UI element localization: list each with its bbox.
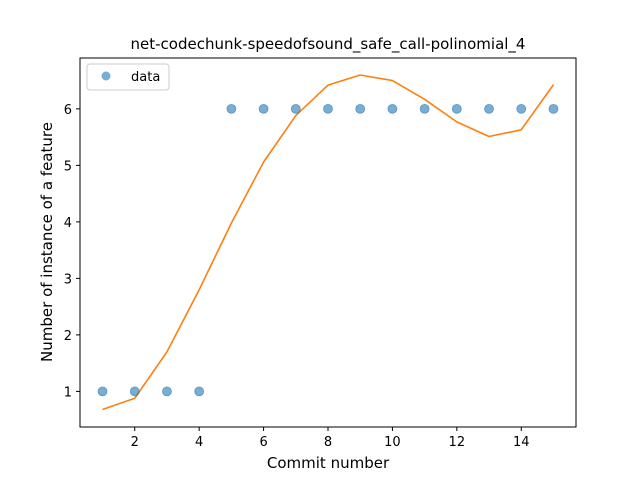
data-point	[226, 103, 237, 114]
x-tick-label: 4	[195, 435, 203, 450]
y-tick-label: 5	[64, 159, 72, 174]
fit-line	[102, 74, 555, 411]
plot-area	[80, 58, 576, 427]
x-axis-label: Commit number	[267, 454, 390, 472]
y-axis-label: Number of instance of a feature	[38, 122, 56, 362]
data-point	[355, 103, 366, 114]
x-tick-label: 14	[513, 435, 530, 450]
y-tick-label: 6	[64, 103, 72, 118]
data-point	[162, 386, 172, 397]
fit-layer	[102, 74, 555, 411]
legend-entry-data: data	[131, 70, 160, 85]
data-point	[323, 103, 333, 114]
x-axis-ticks: 2 4 6 8 10 12 14	[131, 427, 530, 450]
points-layer	[97, 103, 559, 397]
data-point	[484, 103, 494, 114]
x-tick-label: 6	[259, 435, 267, 450]
y-tick-label: 4	[64, 216, 72, 231]
legend-marker	[101, 71, 111, 81]
x-tick-label: 2	[131, 435, 139, 450]
x-tick-label: 10	[384, 435, 401, 450]
x-tick-label: 8	[324, 435, 332, 450]
chart-title: net-codechunk-speedofsound_safe_call-pol…	[131, 35, 526, 54]
data-point	[258, 103, 269, 114]
y-tick-label: 2	[64, 329, 72, 344]
data-point	[548, 103, 559, 114]
data-point	[129, 386, 140, 397]
y-tick-label: 1	[64, 385, 72, 400]
data-point	[451, 103, 462, 114]
data-point	[419, 103, 430, 114]
y-axis-ticks: 1 2 3 4 5 6	[64, 103, 80, 400]
legend-box	[86, 63, 170, 91]
data-point	[516, 103, 527, 114]
legend: data	[86, 63, 170, 91]
data-point	[387, 103, 398, 114]
data-point	[290, 103, 301, 114]
x-tick-label: 12	[449, 435, 466, 450]
y-tick-label: 3	[64, 272, 72, 287]
data-point	[194, 386, 205, 397]
data-point	[97, 386, 108, 397]
